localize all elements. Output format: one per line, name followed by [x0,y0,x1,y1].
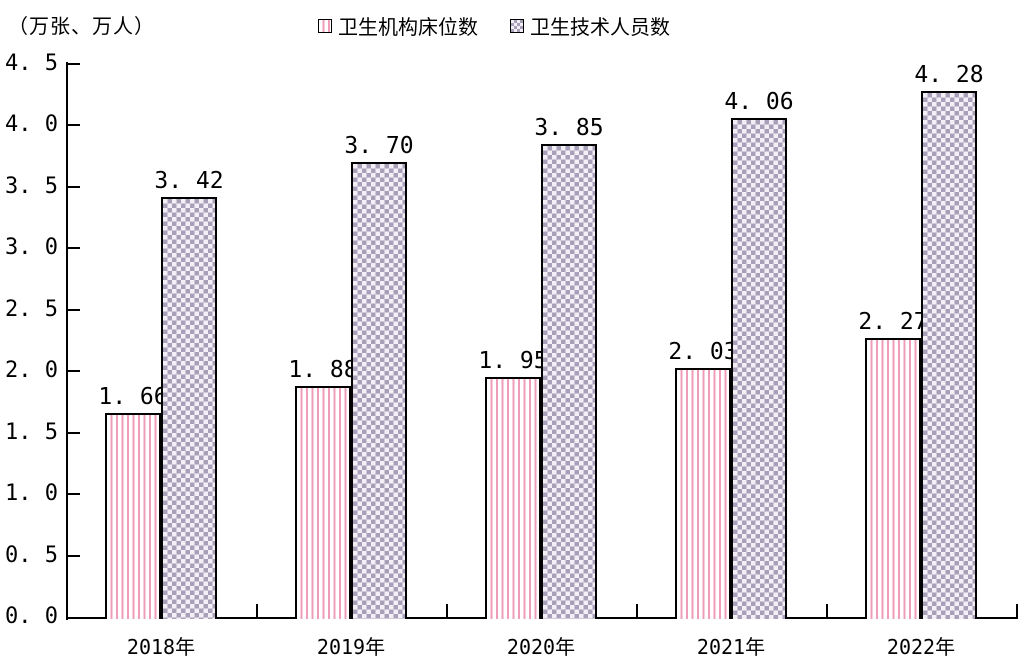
y-tick-label: 0. 0 [5,604,58,629]
x-tick-label: 2018年 [126,635,196,659]
y-tick-label: 1. 5 [5,419,58,445]
bar-value-label: 1. 88 [288,356,358,383]
bar-value-label: 4. 28 [914,62,984,89]
bar-value-label: 3. 42 [154,167,224,194]
y-tick-label: 4. 5 [5,51,58,76]
bar-series1-2021年 [675,367,731,619]
bar-series2-2020年 [541,143,597,619]
bar-series1-2022年 [865,338,921,619]
bar-value-label: 1. 66 [98,384,168,410]
bar-value-label: 3. 70 [344,133,414,160]
y-tick-label: 2. 0 [5,358,58,384]
y-axis-line [66,62,68,620]
bar-series2-2021年 [731,118,787,619]
y-tick-label: 3. 5 [5,173,58,199]
y-tick [68,185,80,188]
bar-value-label: 2. 27 [858,309,928,336]
x-tick-label: 2022年 [886,635,956,659]
bar-series1-2018年 [105,413,161,619]
bar-value-label: 2. 03 [668,338,738,365]
y-tick-label: 3. 0 [5,235,58,261]
legend-label-beds: 卫生机构床位数 [338,17,478,39]
x-tick-label: 2021年 [696,635,766,659]
legend: 卫生机构床位数 卫生技术人员数 [318,11,670,40]
legend-swatch-checker-icon [510,18,524,33]
y-axis-unit-label: （万张、万人） [8,16,155,38]
x-tick-label: 2020年 [506,635,576,659]
x-tick-label: 2019年 [316,635,386,659]
x-axis-end-tick [1016,604,1018,619]
y-tick [68,554,80,557]
y-tick [68,247,80,250]
y-tick [68,431,80,434]
legend-item-staff: 卫生技术人员数 [510,11,670,40]
y-tick [68,124,80,127]
y-tick-label: 2. 5 [5,296,58,322]
bar-value-label: 3. 85 [534,114,604,141]
bar-value-label: 1. 95 [478,348,548,375]
bar-series2-2018年 [161,196,217,619]
x-boundary-tick [446,604,448,617]
y-tick-label: 0. 5 [5,542,58,568]
bar-series1-2019年 [295,385,351,619]
legend-label-staff: 卫生技术人员数 [530,17,670,39]
bar-series2-2022年 [921,91,977,619]
y-tick-label: 1. 0 [5,481,58,507]
legend-item-beds: 卫生机构床位数 [318,11,478,40]
y-tick [68,63,80,65]
x-boundary-tick [256,604,258,617]
bar-series2-2019年 [351,162,407,619]
x-boundary-tick [636,604,638,617]
x-boundary-tick [826,604,828,617]
bar-series1-2020年 [485,377,541,619]
y-tick [68,308,80,311]
y-tick [68,493,80,496]
y-tick [68,370,80,373]
y-tick-label: 4. 0 [5,112,58,138]
legend-swatch-striped-icon [318,18,332,33]
bar-value-label: 4. 06 [724,89,794,116]
